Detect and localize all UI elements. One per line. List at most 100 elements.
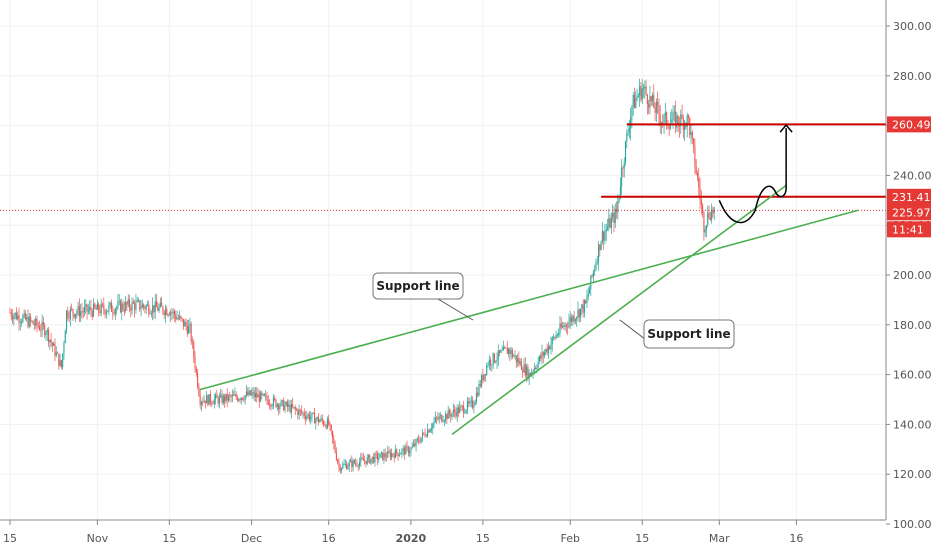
candle-body <box>365 460 367 465</box>
x-tick-label: 16 <box>789 532 803 545</box>
bar-countdown-badge <box>887 221 931 238</box>
candle-body <box>490 359 492 366</box>
candle-body <box>167 314 169 316</box>
candle-body <box>306 416 308 419</box>
candle-body <box>392 453 394 455</box>
candle-body <box>689 117 691 135</box>
candle-body <box>421 432 424 438</box>
candle-body <box>207 395 209 405</box>
candle-body <box>418 439 420 442</box>
candle-body <box>509 348 511 355</box>
candle-body <box>362 458 364 461</box>
candle-body <box>367 455 370 458</box>
candle-body <box>463 406 465 414</box>
candle-body <box>709 217 711 220</box>
candle-body <box>338 462 340 467</box>
candle-body <box>640 86 642 100</box>
candle-body <box>610 217 612 228</box>
candle-body <box>180 316 182 319</box>
candle-body <box>613 213 615 223</box>
candle-body <box>74 314 77 318</box>
candle-body <box>482 375 484 381</box>
candle-body <box>447 410 449 419</box>
candle-body <box>693 138 695 147</box>
candle-body <box>320 418 322 421</box>
candle-body <box>536 367 538 369</box>
candle-body <box>529 372 531 375</box>
candle-body <box>544 352 546 356</box>
candle-body <box>704 229 706 233</box>
candle-body <box>355 463 357 465</box>
candle-body <box>570 317 573 322</box>
candle-body <box>185 321 187 327</box>
candle-body <box>46 329 48 334</box>
candle-body <box>500 350 502 353</box>
candle-body <box>493 353 495 363</box>
candle-body <box>535 368 537 369</box>
candle-body <box>262 394 264 395</box>
candle-body <box>279 405 281 410</box>
bar-countdown-badge-label: 11:41 <box>892 223 924 236</box>
candle-body <box>144 306 146 310</box>
candle-body <box>50 339 52 343</box>
candle-body <box>506 347 508 354</box>
candle-body <box>528 372 530 379</box>
candle-body <box>700 199 702 205</box>
candle-body <box>560 323 562 328</box>
candle-body <box>148 304 150 314</box>
candle-body <box>162 306 164 313</box>
candle-body <box>105 311 107 315</box>
candle-body <box>313 413 316 424</box>
candle-body <box>108 305 110 311</box>
candle-body <box>337 459 339 463</box>
candle-body <box>302 412 304 414</box>
candle-body <box>132 301 134 304</box>
candle-body <box>540 356 542 359</box>
candle-body <box>451 413 453 417</box>
candle-body <box>699 187 701 200</box>
candle-body <box>630 116 632 129</box>
candle-body <box>164 308 167 316</box>
candle-body <box>173 311 176 316</box>
candle-body <box>49 339 51 343</box>
candle-body <box>163 312 165 316</box>
candle-body <box>654 107 656 113</box>
candle-body <box>53 343 55 346</box>
candle-body <box>346 464 348 470</box>
candle-body <box>198 386 200 396</box>
candle-body <box>69 308 71 319</box>
candle-body <box>67 310 69 318</box>
candle-body <box>349 460 352 463</box>
candle-body <box>636 97 638 99</box>
candle-body <box>474 401 476 406</box>
candle-body <box>60 360 62 368</box>
candle-body <box>119 300 122 313</box>
candle-body <box>581 304 583 309</box>
candle-body <box>590 275 592 289</box>
candle-body <box>220 394 222 397</box>
candle-body <box>370 458 372 464</box>
candle-body <box>532 371 534 373</box>
candle-body <box>626 133 628 142</box>
candle-body <box>612 213 614 218</box>
candle-body <box>376 453 379 460</box>
candle-body <box>547 346 549 353</box>
candle-body <box>394 449 397 458</box>
candle-body <box>501 350 503 352</box>
candle-body <box>91 311 93 317</box>
candle-body <box>12 316 14 320</box>
candle-body <box>478 383 480 396</box>
candle-body <box>83 307 86 313</box>
candle-body <box>35 318 37 326</box>
candle-body <box>137 300 140 302</box>
candle-body <box>545 348 547 353</box>
candle-body <box>321 418 323 422</box>
candle-body <box>159 302 161 307</box>
candle-body <box>508 348 510 354</box>
candle-body <box>226 393 228 401</box>
x-tick-label: Dec <box>241 532 262 545</box>
candle-body <box>234 394 236 396</box>
candle-body <box>409 451 411 454</box>
candle-body <box>101 303 104 305</box>
candle-body <box>572 316 574 322</box>
